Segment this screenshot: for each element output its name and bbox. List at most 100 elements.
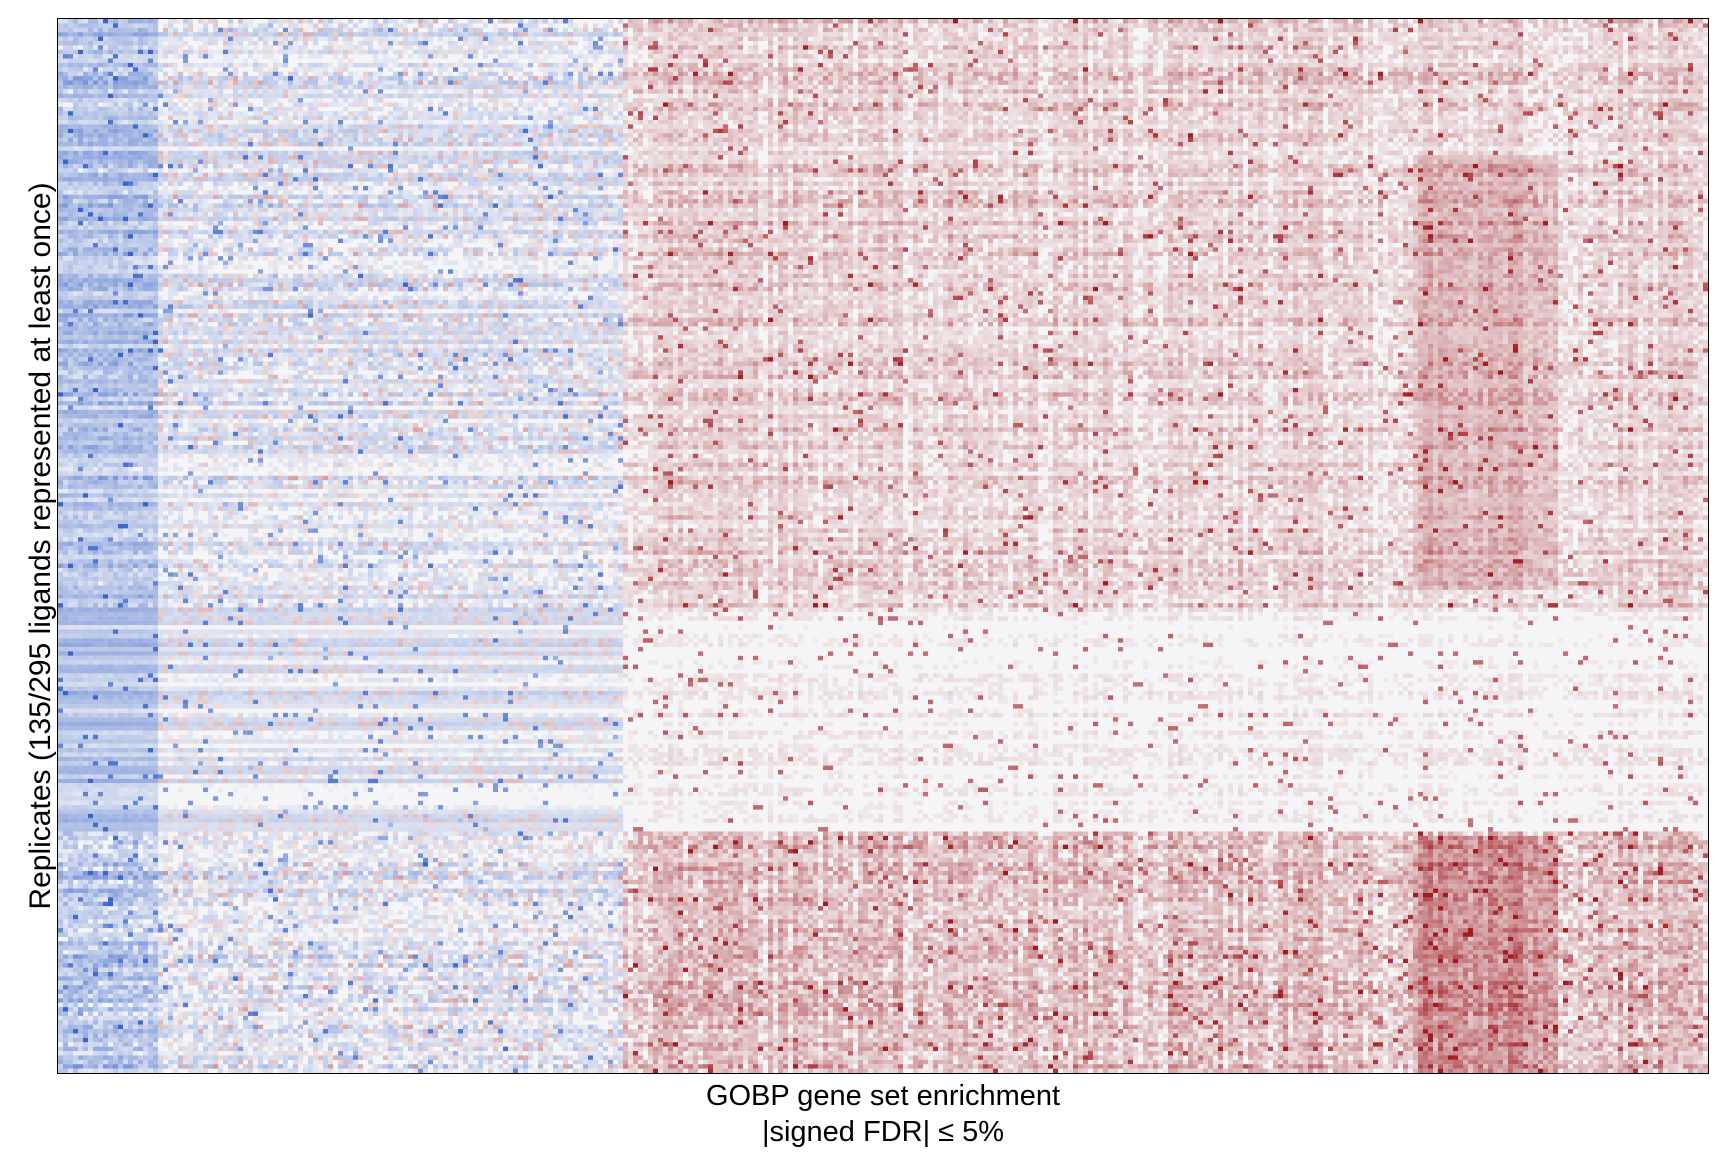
heatmap-cell (1373, 23, 1378, 27)
heatmap-cell (1228, 19, 1233, 23)
heatmap-cell (758, 23, 763, 27)
heatmap-cell (953, 23, 958, 27)
heatmap-cell (1648, 19, 1653, 23)
heatmap-cell (518, 28, 523, 32)
heatmap-cell (643, 28, 648, 32)
heatmap-cell (463, 23, 468, 27)
heatmap-cell (858, 19, 863, 23)
heatmap-cell (1293, 23, 1298, 27)
heatmap-cell (653, 28, 658, 32)
heatmap-cell (1123, 23, 1128, 27)
heatmap-cell (988, 23, 993, 27)
heatmap-cell (1388, 19, 1393, 23)
heatmap-cell (1433, 19, 1438, 23)
heatmap-cell (918, 19, 923, 23)
heatmap-cell (273, 28, 278, 32)
heatmap-cell (198, 28, 203, 32)
heatmap-cell (733, 23, 738, 27)
heatmap-cell (1423, 23, 1428, 27)
heatmap-cell (783, 19, 788, 23)
heatmap-cell (1423, 19, 1428, 23)
heatmap-cell (553, 19, 558, 23)
heatmap-cell (1308, 23, 1313, 27)
heatmap-cell (978, 28, 983, 32)
heatmap-cell (1438, 19, 1443, 23)
heatmap-cell (58, 19, 63, 23)
heatmap-cell (1353, 19, 1358, 23)
heatmap-cell (1313, 19, 1318, 23)
heatmap-cell (1253, 19, 1258, 23)
heatmap-cell (238, 28, 243, 32)
heatmap-cell (1678, 19, 1683, 23)
heatmap-cell (658, 19, 663, 23)
heatmap-cell (1608, 23, 1613, 27)
heatmap-cell (278, 23, 283, 27)
heatmap-cell (1263, 19, 1268, 23)
heatmap-cell (798, 23, 803, 27)
heatmap-cell (763, 19, 768, 23)
heatmap-cell (538, 19, 543, 23)
heatmap-cell (733, 19, 738, 23)
heatmap-cell (1278, 23, 1283, 27)
heatmap-cell (363, 28, 368, 32)
heatmap-cell (473, 28, 478, 32)
heatmap-cell (298, 23, 303, 27)
heatmap-cell (1503, 19, 1508, 23)
heatmap-cell (1113, 23, 1118, 27)
heatmap-cell (668, 23, 673, 27)
heatmap-cell (1613, 19, 1618, 23)
heatmap-cell (943, 19, 948, 23)
heatmap-cell (998, 19, 1003, 23)
heatmap-cell (943, 28, 948, 32)
heatmap-cell (303, 19, 308, 23)
heatmap-cell (628, 23, 633, 27)
heatmap-cell (1593, 19, 1598, 23)
heatmap-cell (638, 28, 643, 32)
heatmap-cell (1328, 19, 1333, 23)
heatmap-cell (368, 19, 373, 23)
heatmap-cell (83, 19, 88, 23)
heatmap-cell (298, 28, 303, 32)
heatmap-cell (918, 28, 923, 32)
heatmap-cell (1458, 23, 1463, 27)
heatmap-cell (478, 28, 483, 32)
heatmap-cell (878, 23, 883, 27)
heatmap-cell (398, 23, 403, 27)
heatmap-cell (858, 28, 863, 32)
heatmap-cell (308, 23, 313, 27)
heatmap-cell (773, 28, 778, 32)
heatmap-cell (603, 28, 608, 32)
heatmap-cell (1138, 23, 1143, 27)
heatmap-cell (1513, 19, 1518, 23)
heatmap-cell (418, 23, 423, 27)
heatmap-cell (1043, 19, 1048, 23)
heatmap-cell (448, 19, 453, 23)
heatmap-cell (518, 19, 523, 23)
heatmap-cell (348, 28, 353, 32)
heatmap-cell (1073, 23, 1078, 27)
heatmap-cell (1623, 23, 1628, 27)
heatmap-cell (348, 19, 353, 23)
heatmap-cell (708, 19, 713, 23)
heatmap-cell (1068, 19, 1073, 23)
heatmap-cell (888, 19, 893, 23)
heatmap-cell (133, 19, 138, 23)
heatmap-cell (893, 23, 898, 27)
heatmap-cell (203, 19, 208, 23)
heatmap-cell (93, 23, 98, 27)
heatmap-cell (1333, 19, 1338, 23)
heatmap-cell (133, 28, 138, 32)
heatmap-cell (1303, 19, 1308, 23)
heatmap-cell (1408, 23, 1413, 27)
heatmap-cell (898, 19, 903, 23)
heatmap-cell (753, 19, 758, 23)
heatmap-cell (638, 23, 643, 27)
heatmap-cell (693, 28, 698, 32)
heatmap-cell (213, 28, 218, 32)
heatmap-cell (798, 19, 803, 23)
heatmap-cell (1078, 23, 1083, 27)
heatmap-cell (608, 23, 613, 27)
heatmap-cell (213, 19, 218, 23)
heatmap-cell (818, 19, 823, 23)
heatmap-cell (1093, 23, 1098, 27)
